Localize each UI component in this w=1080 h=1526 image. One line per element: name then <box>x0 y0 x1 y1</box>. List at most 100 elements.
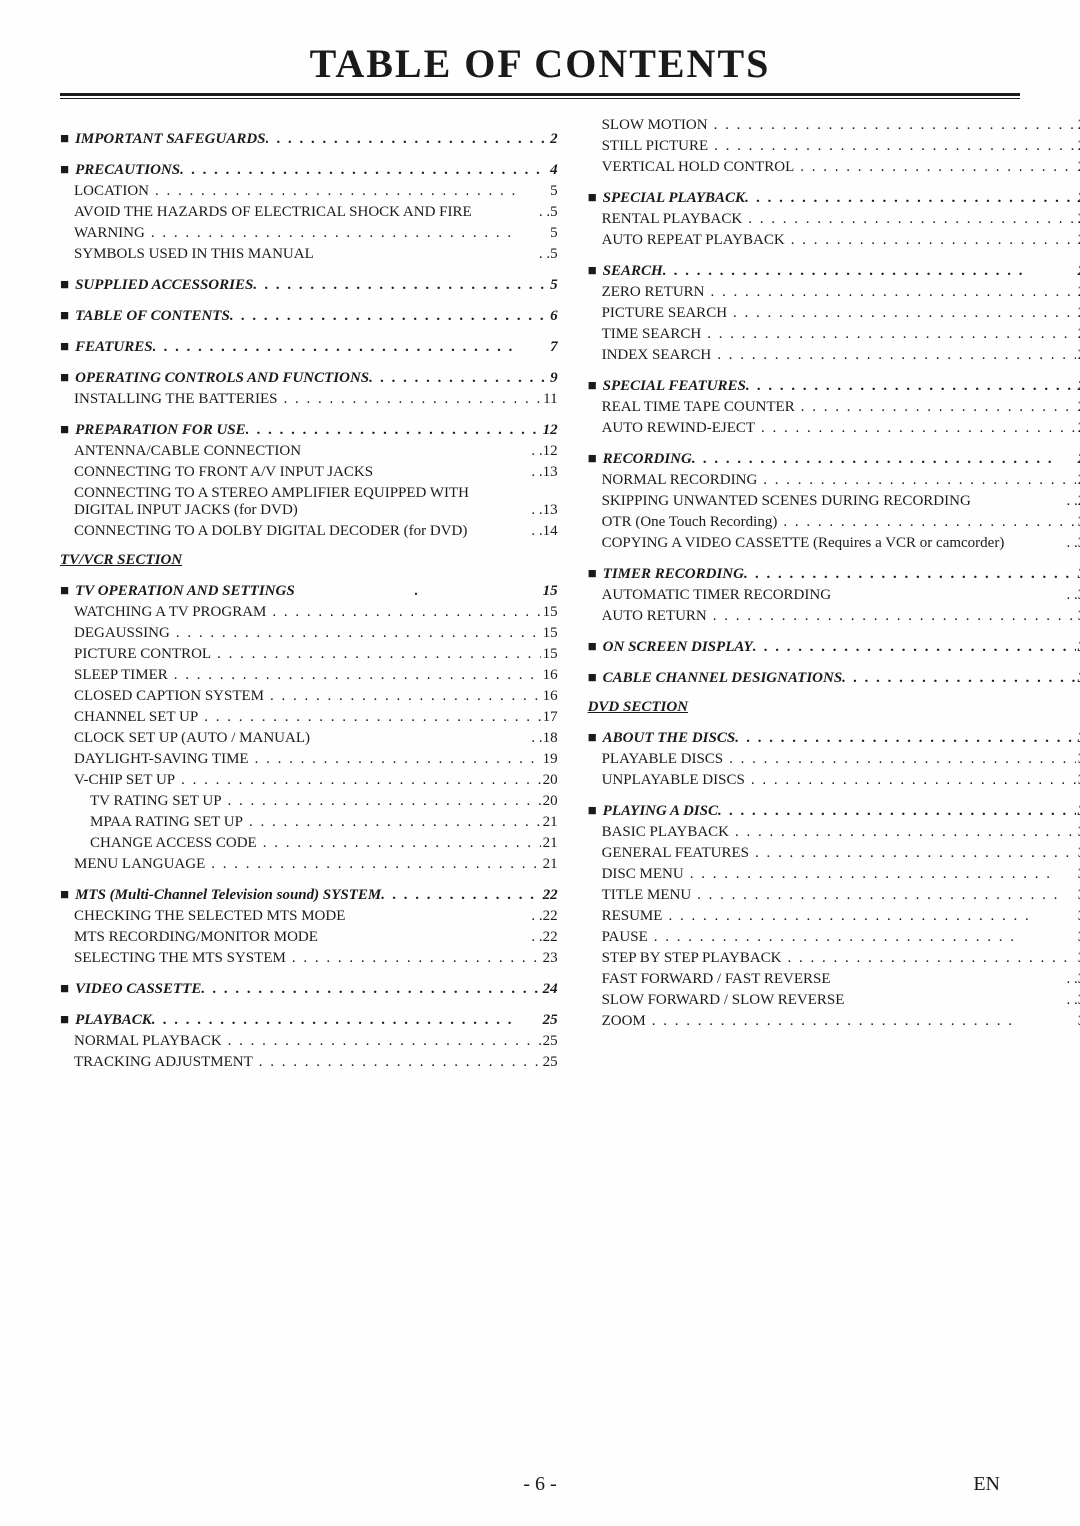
entry-dots <box>181 772 540 789</box>
entry-page: . .31 <box>1067 587 1080 604</box>
section-dots <box>253 277 548 294</box>
title-rule-thin <box>60 98 1020 99</box>
entry-page: 37 <box>1076 929 1080 946</box>
entry-label: WARNING <box>74 225 151 242</box>
toc-entry: RENTAL PLAYBACK26 <box>588 211 1080 228</box>
toc-entry: DAYLIGHT-SAVING TIME19 <box>60 751 558 768</box>
section-head-label: ABOUT THE DISCS <box>603 730 736 747</box>
entry-label: SLOW FORWARD / SLOW REVERSE <box>602 992 1067 1009</box>
toc-entry: DISC MENU36 <box>588 866 1080 883</box>
section-dots <box>663 263 1076 280</box>
entry-label: DAYLIGHT-SAVING TIME <box>74 751 255 768</box>
entry-dots <box>735 824 1076 841</box>
entry-label: CONNECTING TO A STEREO AMPLIFIER EQUIPPE… <box>74 485 531 519</box>
entry-dots <box>713 608 1076 625</box>
entry-label: AVOID THE HAZARDS OF ELECTRICAL SHOCK AN… <box>74 204 539 221</box>
toc-entry: COPYING A VIDEO CASSETTE (Requires a VCR… <box>588 535 1080 552</box>
square-bullet-icon: ■ <box>60 981 69 998</box>
entry-label: MTS RECORDING/MONITOR MODE <box>74 929 531 946</box>
column-2: SLOW MOTION25STILL PICTURE25VERTICAL HOL… <box>588 117 1080 1075</box>
entry-label: FAST FORWARD / FAST REVERSE <box>602 971 1067 988</box>
section-head-label: MTS (Multi-Channel Television sound) SYS… <box>75 887 381 904</box>
entry-page: . .22 <box>531 929 557 946</box>
entry-dots <box>249 814 541 831</box>
section-page: 34 <box>1076 639 1080 656</box>
section-head: ■CABLE CHANNEL DESIGNATIONS34 <box>588 670 1080 687</box>
section-head-label: TV OPERATION AND SETTINGS <box>75 583 295 600</box>
section-dots <box>180 162 548 179</box>
toc-entry: TIME SEARCH27 <box>588 326 1080 343</box>
section-page: 28 <box>1076 378 1080 395</box>
entry-dots <box>763 472 1075 489</box>
toc-entry: CLOSED CAPTION SYSTEM16 <box>60 688 558 705</box>
entry-label: SLEEP TIMER <box>74 667 174 684</box>
entry-dots <box>707 326 1076 343</box>
page-footer: - 6 - EN <box>0 1473 1080 1496</box>
entry-page: 11 <box>541 391 557 408</box>
section-head: ■ABOUT THE DISCS35 <box>588 730 1080 747</box>
toc-entry: ANTENNA/CABLE CONNECTION . .12 <box>60 443 558 460</box>
toc-entry: OTR (One Touch Recording)30 <box>588 514 1080 531</box>
entry-page: 20 <box>541 793 558 810</box>
toc-entry: SLOW FORWARD / SLOW REVERSE . .37 <box>588 992 1080 1009</box>
section-head: ■PLAYBACK25 <box>60 1012 558 1029</box>
section-dots <box>369 370 548 387</box>
entry-page: 28 <box>1076 399 1080 416</box>
section-head: ■MTS (Multi-Channel Television sound) SY… <box>60 887 558 904</box>
section-head-label: PREPARATION FOR USE <box>75 422 246 439</box>
entry-label: ZERO RETURN <box>602 284 711 301</box>
entry-dots <box>690 866 1076 883</box>
section-dots <box>246 422 541 439</box>
toc-entry: SKIPPING UNWANTED SCENES DURING RECORDIN… <box>588 493 1080 510</box>
title-rule-thick <box>60 93 1020 96</box>
entry-dots <box>174 667 541 684</box>
section-head: ■RECORDING29 <box>588 451 1080 468</box>
entry-dots <box>729 751 1076 768</box>
entry-label: PICTURE CONTROL <box>74 646 217 663</box>
entry-page: 29 <box>1076 472 1080 489</box>
entry-dots <box>751 772 1076 789</box>
entry-page: 25 <box>541 1054 558 1071</box>
section-head-label: SPECIAL PLAYBACK <box>603 190 745 207</box>
section-dots <box>381 887 540 904</box>
section-head: ■SPECIAL PLAYBACK26 <box>588 190 1080 207</box>
section-head: ■SPECIAL FEATURES28 <box>588 378 1080 395</box>
entry-dots <box>151 225 548 242</box>
square-bullet-icon: ■ <box>60 583 69 600</box>
entry-page: . .5 <box>539 204 558 221</box>
entry-label: INDEX SEARCH <box>602 347 718 364</box>
toc-entry: WARNING5 <box>60 225 558 242</box>
entry-label: REAL TIME TAPE COUNTER <box>602 399 801 416</box>
toc-entry: GENERAL FEATURES36 <box>588 845 1080 862</box>
entry-label: CHANNEL SET UP <box>74 709 204 726</box>
entry-label: STEP BY STEP PLAYBACK <box>602 950 788 967</box>
square-bullet-icon: ■ <box>588 566 597 583</box>
section-head: ■TABLE OF CONTENTS6 <box>60 308 558 325</box>
entry-page: . .18 <box>531 730 557 747</box>
entry-page: . .5 <box>539 246 558 263</box>
section-dots <box>745 190 1076 207</box>
entry-dots <box>255 751 541 768</box>
entry-page: . .37 <box>1067 992 1080 1009</box>
toc-entry: PICTURE SEARCH27 <box>588 305 1080 322</box>
toc-entry: PICTURE CONTROL15 <box>60 646 558 663</box>
square-bullet-icon: ■ <box>588 451 597 468</box>
entry-label: RESUME <box>602 908 669 925</box>
entry-dots <box>783 514 1075 531</box>
entry-label: BASIC PLAYBACK <box>602 824 735 841</box>
page-title: TABLE OF CONTENTS <box>60 40 1020 87</box>
section-head: ■PREPARATION FOR USE12 <box>60 422 558 439</box>
toc-entry: DEGAUSSING15 <box>60 625 558 642</box>
entry-label: RENTAL PLAYBACK <box>602 211 749 228</box>
square-bullet-icon: ■ <box>60 162 69 179</box>
section-head-label: RECORDING <box>603 451 692 468</box>
entry-page: 28 <box>1076 420 1080 437</box>
toc-entry: SELECTING THE MTS SYSTEM23 <box>60 950 558 967</box>
entry-dots <box>801 399 1076 416</box>
footer-page-number: - 6 - <box>523 1473 556 1496</box>
entry-label: PAUSE <box>602 929 654 946</box>
toc-entry: SYMBOLS USED IN THIS MANUAL . .5 <box>60 246 558 263</box>
square-bullet-icon: ■ <box>60 1012 69 1029</box>
entry-label: STILL PICTURE <box>602 138 715 155</box>
section-dots <box>746 378 1076 395</box>
